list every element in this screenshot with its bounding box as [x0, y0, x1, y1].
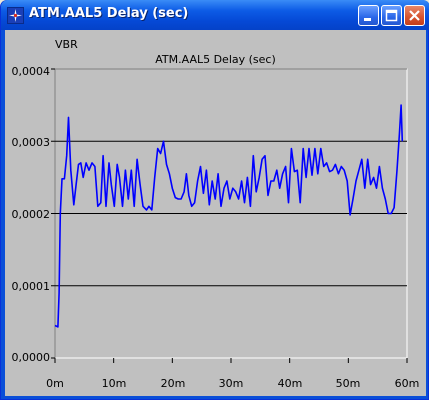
- line-chart: [51, 68, 408, 363]
- window-title: ATM.AAL5 Delay (sec): [29, 6, 189, 21]
- chart-area: VBR ATM.AAL5 Delay (sec) 0,0004 0,0003 0…: [5, 30, 426, 396]
- y-tick-label: 0,0003: [11, 136, 51, 149]
- minimize-button[interactable]: [358, 5, 379, 26]
- chart-title: ATM.AAL5 Delay (sec): [155, 53, 276, 66]
- close-icon: [409, 10, 420, 21]
- y-tick-label: 0,0002: [11, 208, 51, 221]
- title-bar[interactable]: ATM.AAL5 Delay (sec): [1, 0, 429, 30]
- x-tick-label: 0m: [46, 377, 64, 390]
- maximize-icon: [385, 9, 398, 22]
- x-tick-label: 40m: [277, 377, 303, 390]
- close-button[interactable]: [404, 5, 425, 26]
- minimize-icon: [364, 18, 371, 21]
- y-tick-label: 0,0004: [11, 65, 51, 78]
- series-line: [54, 104, 404, 328]
- x-tick-label: 30m: [218, 377, 244, 390]
- x-tick-label: 60m: [394, 377, 420, 390]
- x-tick-label: 50m: [335, 377, 361, 390]
- panel-label: VBR: [55, 38, 78, 51]
- x-tick-label: 10m: [101, 377, 127, 390]
- x-tick-label: 20m: [160, 377, 186, 390]
- app-icon[interactable]: [7, 7, 24, 24]
- y-tick-label: 0,0001: [11, 280, 51, 293]
- maximize-button[interactable]: [381, 5, 402, 26]
- y-tick-label: 0,0000: [11, 351, 51, 364]
